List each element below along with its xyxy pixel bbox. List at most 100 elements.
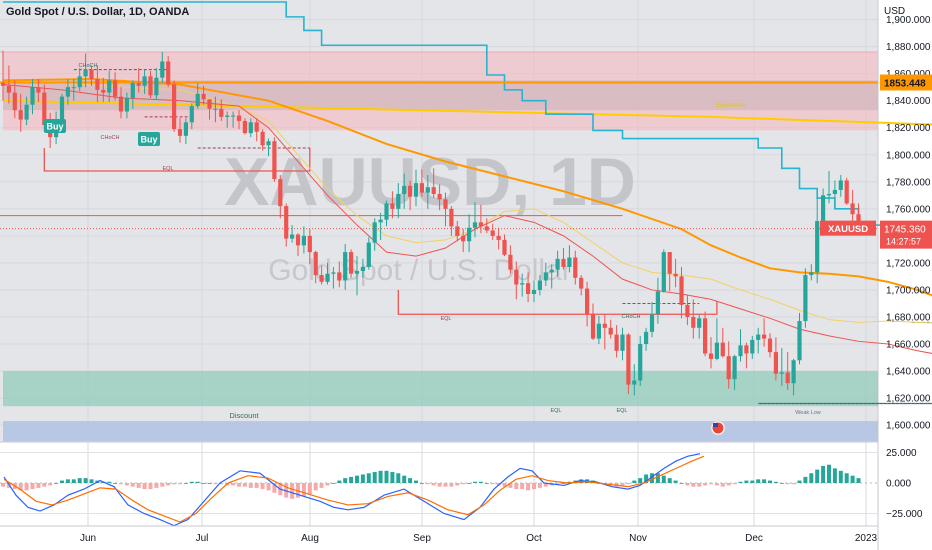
osc-bar [449,483,454,487]
osc-bar [343,478,348,483]
candle-body [59,96,65,124]
osc-bar [632,480,637,483]
candle-body [260,131,265,146]
price-tick-label: 1,660.000 [886,340,931,351]
time-label: Jun [80,533,96,544]
candle-body [573,257,578,278]
time-label: Nov [629,533,647,544]
candle-body [697,318,702,328]
candle-body [307,235,312,253]
osc-bar [384,470,389,483]
candle-body [18,110,23,120]
price-tick-label: 1,760.000 [886,204,931,215]
candle-body [124,97,129,112]
candle-body [183,122,188,136]
candles [0,50,861,396]
candle-body [537,280,542,290]
osc-bar [1,483,5,487]
osc-bar [714,483,719,486]
osc-bar [65,479,70,483]
price-tick-label: 1,840.000 [886,96,931,107]
candle-body [248,122,253,134]
osc-bar [71,479,76,483]
price-tick-label: 1,700.000 [886,285,931,296]
ema-red-line [2,83,932,354]
candle-body [596,323,601,339]
buy-label-1-bg [44,119,66,133]
osc-bar [655,473,660,483]
level-price-label: 1853.448 [884,79,926,90]
osc-bar [154,483,159,488]
candle-body [744,345,749,354]
osc-bar [720,483,725,487]
osc-bar [148,483,153,490]
osc-bar [779,483,784,484]
candle-body [254,122,259,132]
osc-bar [537,483,542,488]
candle-body [844,180,849,204]
candle-body [284,206,289,239]
candle-body [585,288,590,315]
osc-bar [390,472,395,483]
time-label: Dec [745,533,763,544]
candle-body [638,344,643,381]
osc-bar [284,483,289,498]
osc-bar [166,483,171,486]
candle-body [850,203,855,215]
osc-bar [213,483,218,485]
time-label: Aug [301,533,319,544]
candle-body [449,208,454,227]
buy-label-2: Buy [140,135,157,145]
time-label: Oct [526,533,542,544]
osc-bar [490,483,495,485]
candle-body [402,185,407,194]
osc-bar [502,483,507,487]
candle-body [372,222,377,243]
eql-label-bot-2: EQL [616,408,627,414]
candle-body [384,203,389,220]
osc-bar [24,483,29,491]
osc-bar [561,483,566,484]
osc-bar [738,481,743,483]
candle-body [626,334,631,385]
candle-body [838,180,843,190]
osc-bar [60,480,64,483]
candle-body [602,323,607,328]
osc-bar [378,470,383,483]
osc-bar [496,483,501,486]
eql-label-top: EQL [162,166,173,172]
candle-body [118,96,124,112]
osc-bar [113,483,118,484]
osc-bar [319,483,324,488]
candle-body [549,269,554,273]
ema-orange-line [2,78,932,297]
osc-bar [856,478,861,483]
osc-bar [260,483,265,490]
choch-label-2: CHoCH [101,135,120,141]
osc-bar [207,483,212,484]
candle-body [148,76,153,96]
candle-body [791,360,796,384]
candle-body [508,254,513,270]
candle-body [177,129,183,136]
candle-body [502,239,507,255]
osc-bar [290,483,295,499]
candle-body [803,275,808,322]
candle-body [295,234,301,246]
osc-bar [18,483,23,491]
candle-body [762,334,767,339]
osc-bar [461,483,466,485]
candle-body [526,283,531,294]
watermark-name: Gold Spot / U.S. Dollar [268,254,571,287]
symbol-tag-bg [820,220,876,236]
candle-body [408,185,413,197]
candle-body [107,80,112,93]
osc-bar [815,469,820,483]
chart-title: Gold Spot / U.S. Dollar, 1D, OANDA [6,6,190,18]
last-price-bg [880,220,932,249]
candle-body [821,195,826,221]
candle-body [301,235,306,246]
candle-body [649,314,655,332]
osc-bar [673,480,678,483]
